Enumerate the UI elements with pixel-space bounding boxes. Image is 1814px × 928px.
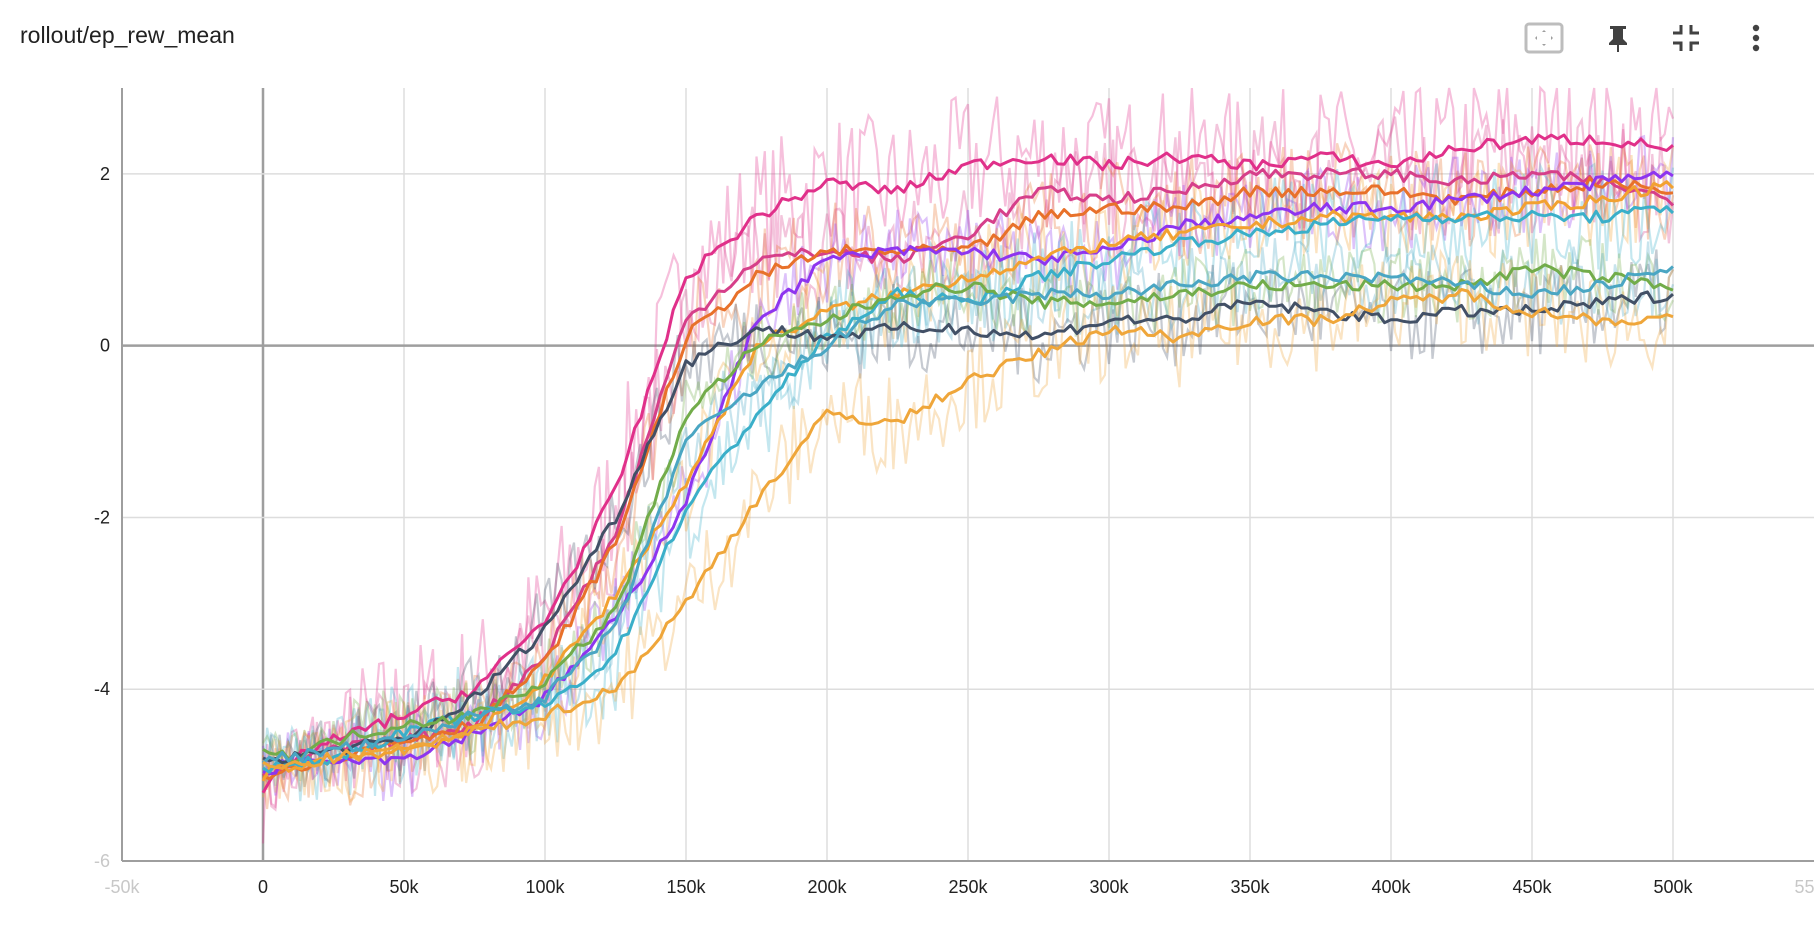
- smoothed-series-line: [261, 133, 1674, 794]
- card-toolbar: [1514, 18, 1814, 58]
- fit-to-data-icon: [1524, 22, 1564, 54]
- raw-series-line: [261, 116, 1675, 812]
- y-tick-label: -2: [94, 507, 110, 527]
- raw-series-line: [261, 134, 1675, 802]
- smoothed-series-line: [262, 288, 1674, 770]
- x-tick-label: 500k: [1653, 877, 1693, 897]
- pin-icon: [1609, 26, 1627, 52]
- x-tick-label: 400k: [1371, 877, 1411, 897]
- collapse-icon: [1673, 25, 1699, 51]
- x-tick-label: 350k: [1230, 877, 1270, 897]
- axes: [121, 88, 1814, 862]
- x-tick-label: 50k: [389, 877, 419, 897]
- more-vert-icon: [1752, 24, 1760, 52]
- x-axis-ticks: -50k 0 50k 100k 150k 200k 250k 300k 350k 400k 450k…: [104, 877, 1814, 897]
- line-chart[interactable]: -50k 0 50k 100k 150k 200k 250k 300k 350k 400k 450k…: [0, 60, 1814, 928]
- x-tick-label: 200k: [807, 877, 847, 897]
- raw-series-line: [261, 85, 1675, 844]
- pin-button[interactable]: [1596, 18, 1640, 58]
- x-tick-label: 0: [258, 877, 268, 897]
- smoothed-series-line: [262, 290, 1674, 765]
- grid-lines: [122, 88, 1814, 861]
- y-tick-label: 2: [100, 164, 110, 184]
- smoothed-series-line: [262, 263, 1674, 764]
- smoothed-series-line: [262, 265, 1674, 765]
- smoothed-series-layer: [261, 133, 1675, 794]
- collapse-button[interactable]: [1664, 18, 1708, 58]
- y-tick-label: -4: [94, 679, 110, 699]
- y-axis-ticks: 2 0 -2 -4 -6: [94, 164, 110, 871]
- x-tick-label: 150k: [666, 877, 706, 897]
- raw-series-line: [261, 146, 1675, 799]
- card-title: rollout/ep_rew_mean: [20, 22, 235, 48]
- y-tick-label: -6: [94, 851, 110, 871]
- x-tick-label: 450k: [1512, 877, 1552, 897]
- x-tick-label: 100k: [525, 877, 565, 897]
- fit-domain-button[interactable]: [1522, 18, 1566, 58]
- x-tick-label: 300k: [1089, 877, 1129, 897]
- y-tick-label: 0: [100, 336, 110, 356]
- x-tick-label: 250k: [948, 877, 988, 897]
- x-tick-label: 550k: [1794, 877, 1814, 897]
- more-button[interactable]: [1734, 18, 1778, 58]
- x-tick-label: -50k: [104, 877, 140, 897]
